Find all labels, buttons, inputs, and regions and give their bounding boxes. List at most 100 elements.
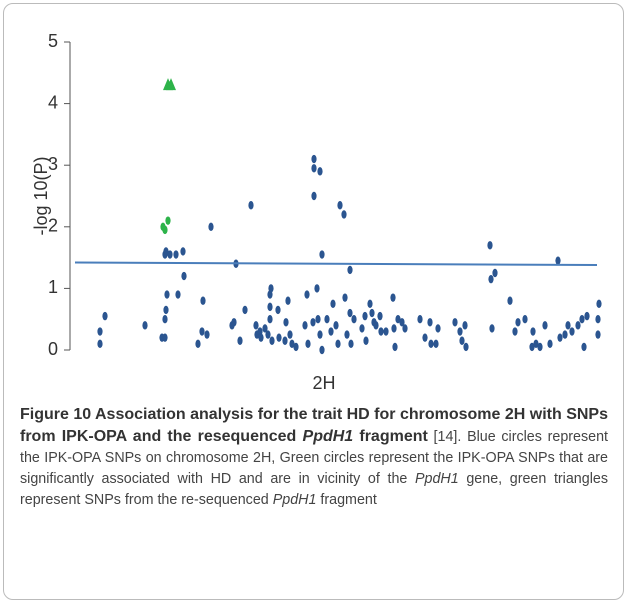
caption-text: fragment xyxy=(353,428,428,445)
point xyxy=(237,336,243,345)
point xyxy=(262,324,268,333)
point xyxy=(204,330,210,339)
point xyxy=(542,321,548,330)
caption-text: PpdH1 xyxy=(302,428,354,445)
point xyxy=(175,290,181,299)
y-axis-label: -log 10(P) xyxy=(31,156,51,235)
point xyxy=(269,336,275,345)
point xyxy=(342,293,348,302)
figure-frame xyxy=(3,3,624,600)
point xyxy=(283,318,289,327)
y-tick-label: 4 xyxy=(48,92,58,112)
point xyxy=(435,324,441,333)
point xyxy=(347,308,353,318)
point xyxy=(537,342,543,352)
point xyxy=(452,318,458,327)
point xyxy=(180,247,186,256)
point xyxy=(555,256,561,265)
point xyxy=(97,339,103,349)
point xyxy=(362,311,368,321)
point xyxy=(302,321,308,330)
point xyxy=(391,324,397,333)
y-tick-label: 5 xyxy=(48,31,58,51)
point xyxy=(395,315,401,324)
point xyxy=(512,327,518,336)
point xyxy=(199,327,205,336)
y-tick-label: 2 xyxy=(48,216,58,236)
point xyxy=(324,315,330,324)
point xyxy=(231,318,237,327)
caption-text: [14]. Blue circles represent the IPK-OPA… xyxy=(20,429,609,487)
point xyxy=(359,324,365,333)
point xyxy=(522,315,528,324)
threshold-line xyxy=(74,261,598,266)
point xyxy=(489,324,495,333)
point xyxy=(162,225,168,235)
point xyxy=(328,327,334,336)
point xyxy=(575,321,581,330)
caption-text: PpdH1 xyxy=(272,492,317,508)
point xyxy=(163,305,169,315)
point xyxy=(515,318,521,327)
point xyxy=(369,308,375,318)
point xyxy=(492,268,498,278)
point xyxy=(367,299,373,308)
point xyxy=(97,327,103,336)
point xyxy=(319,250,325,259)
point xyxy=(373,321,379,330)
point xyxy=(315,315,321,324)
point xyxy=(311,191,317,201)
point xyxy=(317,167,323,176)
point xyxy=(347,265,353,275)
point xyxy=(248,201,254,210)
point xyxy=(530,327,536,336)
point xyxy=(195,339,201,349)
point xyxy=(529,342,535,352)
point xyxy=(287,330,293,339)
point xyxy=(305,339,311,349)
point xyxy=(383,327,389,336)
point xyxy=(163,247,169,256)
point xyxy=(181,271,187,281)
point xyxy=(584,311,590,321)
caption-text: gene, green triangles represent SNPs fro… xyxy=(20,471,608,508)
point xyxy=(314,284,320,293)
point xyxy=(457,327,463,336)
point xyxy=(310,318,316,327)
point xyxy=(142,321,148,330)
point xyxy=(422,333,428,342)
point xyxy=(304,290,310,299)
point xyxy=(595,330,601,339)
point xyxy=(267,315,273,324)
point xyxy=(581,342,587,352)
point xyxy=(200,296,206,305)
point xyxy=(173,250,179,259)
point xyxy=(488,274,494,284)
point xyxy=(337,201,343,210)
point xyxy=(265,330,271,339)
point xyxy=(162,315,168,324)
point xyxy=(557,333,563,342)
point xyxy=(253,321,259,330)
chart: -log 10(P) 2H 0 1 2 3 4 5 xyxy=(31,31,602,393)
point xyxy=(433,339,439,349)
point xyxy=(242,305,248,315)
point xyxy=(311,154,317,164)
point xyxy=(319,345,325,355)
y-tick-label: 1 xyxy=(48,277,58,297)
point xyxy=(507,296,513,305)
point xyxy=(330,299,336,308)
point xyxy=(565,321,571,330)
caption-text: fragment xyxy=(316,492,377,508)
point xyxy=(487,241,493,250)
triangle-point xyxy=(166,78,176,91)
point xyxy=(293,342,299,352)
point xyxy=(311,164,317,173)
y-tick-label: 3 xyxy=(48,154,58,174)
point xyxy=(167,250,173,259)
point xyxy=(399,318,405,327)
point xyxy=(351,315,357,324)
point xyxy=(363,336,369,345)
point xyxy=(392,342,398,352)
